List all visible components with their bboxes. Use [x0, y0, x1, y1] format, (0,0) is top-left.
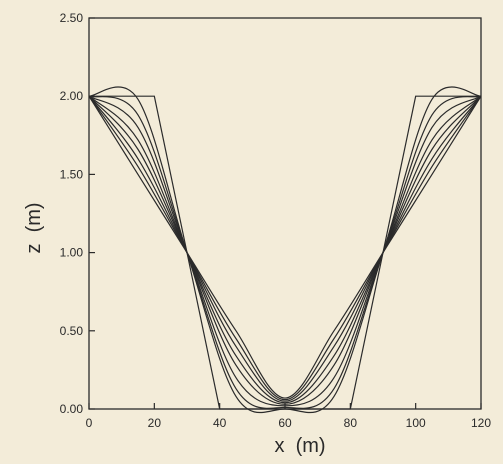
- x-tick-label: 120: [471, 416, 491, 430]
- series-line-5: [88, 95, 482, 404]
- y-tick-label: 2.00: [60, 89, 84, 103]
- x-tick-label: 80: [344, 416, 358, 430]
- plot-frame: [88, 17, 482, 410]
- series-line-3: [88, 95, 482, 407]
- x-axis-label: x (m): [274, 435, 325, 457]
- y-tick-label: 0.00: [60, 402, 84, 416]
- x-tick-label: 0: [86, 416, 93, 430]
- y-tick-label: 1.00: [60, 246, 84, 260]
- y-tick-label: 2.50: [60, 11, 84, 25]
- tick-labels: 0 20 40 60 80 100 120 0.00 0.50 1.00 1.50 2.00 2.50: [60, 11, 492, 430]
- y-tick-label: 0.50: [60, 324, 84, 338]
- series-line-4: [88, 95, 482, 405]
- axis-ticks: [88, 17, 482, 410]
- series-line-8: [88, 95, 482, 399]
- series-line-7: [88, 95, 482, 401]
- series-line-6: [88, 95, 482, 402]
- x-tick-label: 60: [278, 416, 292, 430]
- series-line-0: [89, 95, 481, 410]
- series-line-1: [88, 86, 482, 414]
- x-tick-label: 100: [406, 416, 426, 430]
- series-group: [88, 86, 482, 414]
- y-axis-label: z (m): [23, 202, 45, 253]
- x-tick-label: 20: [148, 416, 162, 430]
- y-tick-label: 1.50: [60, 167, 84, 181]
- series-line-2: [88, 95, 482, 409]
- x-tick-label: 40: [213, 416, 227, 430]
